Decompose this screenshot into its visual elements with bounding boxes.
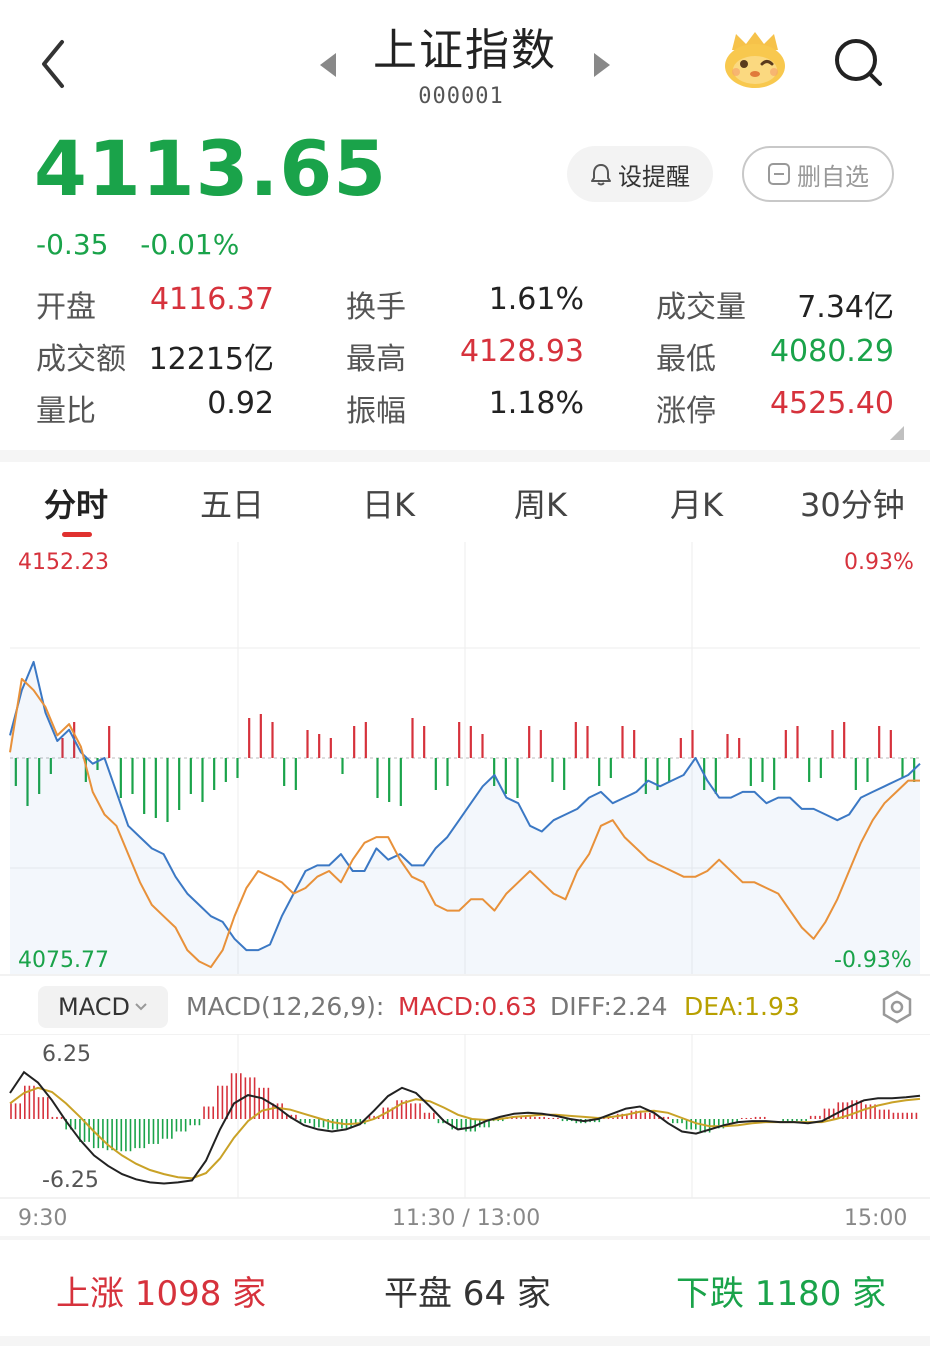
diff-line: [9, 1070, 921, 1185]
price-line: [9, 660, 921, 952]
tab-intraday[interactable]: 分时: [44, 486, 109, 524]
remove-watchlist-label: 删自选: [797, 162, 869, 191]
diff-value: DIFF:2.24: [550, 992, 668, 1021]
stat-value-limit-up: 4525.40: [769, 386, 894, 421]
stat-label-amplitude: 振幅: [346, 394, 406, 429]
tab-30-minute[interactable]: 30分钟: [800, 486, 905, 524]
stat-value-open: 4116.37: [149, 282, 274, 317]
stat-value-high: 4128.93: [459, 334, 584, 369]
chevron-down-icon: [135, 1003, 147, 1011]
bell-icon: [591, 164, 611, 186]
settings-hexagon-icon[interactable]: [880, 990, 914, 1024]
current-price: 4113.65: [34, 124, 388, 213]
stat-label-amount: 成交额: [36, 342, 126, 377]
tab-five-day[interactable]: 五日: [200, 486, 265, 524]
stat-label-low: 最低: [656, 342, 716, 377]
intraday-chart[interactable]: [0, 538, 930, 978]
stat-value-volume-ratio: 0.92: [207, 386, 274, 421]
stat-value-turnover: 1.61%: [488, 282, 584, 317]
macd-chart[interactable]: [0, 1034, 930, 1200]
price-line-area: [10, 661, 920, 974]
dea-value: DEA:1.93: [684, 992, 800, 1021]
macd-y-min-label: -6.25: [42, 1168, 99, 1193]
macd-value: MACD:0.63: [398, 992, 538, 1021]
average-line: [9, 677, 920, 969]
tab-daily-k[interactable]: 日K: [362, 486, 415, 524]
previous-stock-icon[interactable]: [316, 50, 340, 80]
set-alert-label: 设提醒: [618, 162, 690, 191]
change-percent: -0.01%: [140, 228, 240, 261]
section-divider: [0, 450, 930, 462]
stat-label-volume: 成交量: [656, 290, 746, 325]
stat-label-volume-ratio: 量比: [36, 394, 96, 429]
time-label-start: 9:30: [18, 1206, 68, 1231]
stat-value-amount: 12215亿: [148, 342, 274, 377]
stat-value-volume: 7.34亿: [797, 290, 894, 325]
pct-axis-max-label: 0.93%: [844, 550, 914, 575]
indicator-selector[interactable]: MACD: [38, 986, 168, 1028]
time-label-end: 15:00: [844, 1206, 908, 1231]
back-arrow-icon[interactable]: [34, 36, 74, 92]
top-bar: 上证指数 000001: [0, 0, 930, 120]
stat-label-open: 开盘: [36, 290, 96, 325]
change-amount: -0.35: [36, 228, 109, 261]
advancers-count[interactable]: 上涨 1098 家: [56, 1274, 267, 1314]
active-tab-indicator: [62, 532, 92, 537]
footer-divider: [0, 1236, 930, 1240]
set-alert-button[interactable]: 设提醒: [567, 146, 713, 202]
stock-code: 000001: [418, 84, 504, 109]
search-icon[interactable]: [832, 36, 884, 88]
minus-box-icon: [768, 163, 790, 185]
price-change: -0.35 -0.01%: [36, 228, 239, 261]
macd-y-max-label: 6.25: [42, 1042, 91, 1067]
stat-label-limit-up: 涨停: [656, 394, 716, 429]
tab-weekly-k[interactable]: 周K: [514, 486, 567, 524]
y-axis-max-label: 4152.23: [18, 550, 109, 575]
unchanged-count[interactable]: 平盘 64 家: [384, 1274, 551, 1314]
macd-params: MACD(12,26,9):: [186, 992, 385, 1021]
stat-label-turnover: 换手: [346, 290, 406, 325]
stat-value-amplitude: 1.18%: [488, 386, 584, 421]
expand-corner-icon[interactable]: [890, 426, 904, 440]
time-label-mid: 11:30 / 13:00: [392, 1206, 541, 1231]
decliners-count[interactable]: 下跌 1180 家: [676, 1274, 887, 1314]
tab-monthly-k[interactable]: 月K: [670, 486, 723, 524]
pct-axis-min-label: -0.93%: [834, 948, 912, 973]
stat-label-high: 最高: [346, 342, 406, 377]
stat-value-low: 4080.29: [769, 334, 894, 369]
next-stock-icon[interactable]: [590, 50, 614, 80]
mascot-icon[interactable]: [722, 28, 788, 90]
y-axis-min-label: 4075.77: [18, 948, 109, 973]
indicator-selector-label: MACD: [58, 993, 130, 1021]
stock-title: 上证指数: [373, 25, 557, 76]
remove-watchlist-button[interactable]: 删自选: [742, 146, 894, 202]
bottom-divider: [0, 1336, 930, 1346]
